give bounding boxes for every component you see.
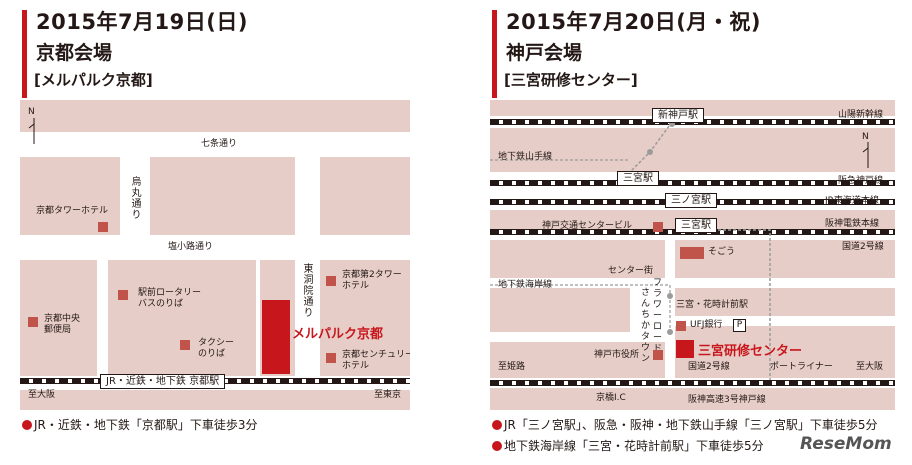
place-ufj: UFJ銀行 [690, 320, 723, 330]
kyoto-map: N 七条通り 烏丸通り 塩小路通り 東洞院通り 京都タワーホテル 駅前ロータリー… [20, 100, 410, 410]
line-route2-lower: 国道2号線 [688, 362, 730, 372]
place-marker-sogo [680, 247, 704, 259]
place-flower-road: フラワーロード [652, 278, 662, 354]
line-route2-upper: 国道2号線 [842, 242, 884, 252]
kyoto-access-note: JR・近鉄・地下鉄「京都駅」下車徒歩3分 [22, 416, 258, 433]
place-sanchika-town: さんちかタウン [640, 288, 650, 364]
line-sanyo-shinkansen: 山陽新幹線 [838, 110, 884, 120]
line-jr-tokaido: JR東海道本線 [825, 196, 879, 206]
place-marker [98, 222, 108, 232]
kyoto-accent-bar [22, 10, 27, 98]
kobe-block [490, 388, 895, 410]
direction-tokyo: 至東京 [374, 390, 402, 400]
bullet-icon [492, 441, 502, 451]
kobe-block [490, 342, 665, 378]
kobe-block [675, 326, 895, 378]
direction-himeji: 至姫路 [498, 362, 526, 372]
kyoto-north-label: N [28, 107, 35, 117]
kobe-venue-title: 神戸会場 [506, 42, 583, 64]
place-kyoto-central-post: 京都中央 郵便局 [44, 314, 81, 335]
kobe-access-note-2: 地下鉄海岸線「三宮・花時計前駅」下車徒歩5分 [492, 437, 764, 454]
parking-icon: P [733, 319, 746, 332]
subway-lines [490, 121, 771, 380]
line-hankyu-kobe: 阪急神戸線 [838, 176, 884, 186]
place-marker [118, 290, 128, 300]
kobe-map: N 新神戸駅 三宮駅 三ノ宮駅 三宮駅 山陽新幹線 地下鉄山手線 阪急神戸線 J… [490, 100, 895, 410]
place-taxi: タクシー のりば [198, 338, 235, 359]
kyoto-venue-title: 京都会場 [36, 42, 113, 64]
kobe-block [490, 128, 895, 172]
venue-marker-kobe [676, 340, 694, 358]
kyoto-block [150, 157, 295, 235]
kobe-block [675, 240, 895, 278]
line-subway-kaigan: 地下鉄海岸線 [498, 280, 553, 290]
station-sannomiya-jr: 三ノ宮駅 [665, 193, 717, 208]
street-karasuma: 烏丸通り [131, 177, 142, 221]
line-hanshin-expressway: 阪神高速3号神戸線 [688, 395, 766, 405]
rail-hankyu [490, 180, 895, 186]
place-sogo: そごう [708, 247, 736, 257]
street-shichijo: 七条通り [201, 139, 238, 149]
bullet-icon [22, 420, 32, 430]
place-center-gai: センター街 [608, 266, 654, 276]
place-marker [326, 353, 336, 363]
station-kyoto: JR・近鉄・地下鉄 京都駅 [100, 374, 226, 389]
line-portliner: ポートライナー [770, 362, 833, 372]
kobe-north-label: N [862, 132, 869, 142]
kobe-subvenue: [三宮研修センター] [504, 71, 638, 89]
street-higashinotoin: 東洞院通り [303, 264, 314, 319]
place-marker [28, 317, 38, 327]
direction-osaka: 至大阪 [28, 390, 56, 400]
place-hanadokei-station: 三宮・花時計前駅 [676, 300, 749, 310]
line-hanshin: 阪神電鉄本線 [825, 219, 880, 229]
place-kobe-kotsu-center: 神戸交通センタービル [542, 221, 633, 231]
rail-portliner [490, 380, 895, 386]
watermark-logo: ReseMom [800, 434, 892, 454]
venue-label-kyoto: メルパルク京都 [292, 327, 384, 342]
place-marker [180, 340, 190, 350]
place-ekimae-rotary: 駅前ロータリー バスのりば [138, 288, 202, 309]
place-kyobashi: 京橋I.C [596, 393, 626, 403]
kobe-date: 2015年7月20日(月・祝) [506, 10, 761, 34]
place-marker [653, 222, 663, 232]
kyoto-subvenue: [メルパルク京都] [34, 71, 153, 89]
kobe-access-note-1: JR「三ノ宮駅」、阪急・阪神・地下鉄山手線「三ノ宮駅」下車徒歩5分 [492, 416, 878, 433]
place-marker [676, 321, 686, 331]
kyoto-date: 2015年7月19日(日) [36, 10, 248, 34]
line-subway-yamate: 地下鉄山手線 [498, 152, 553, 162]
place-century-hotel: 京都センチュリー ホテル [342, 350, 410, 371]
station-sannomiya-hankyu: 三宮駅 [675, 218, 717, 233]
kyoto-block [20, 100, 410, 132]
place-daini-tower-hotel: 京都第2タワー ホテル [342, 270, 402, 291]
station-sannomiya-subway: 三宮駅 [617, 171, 659, 186]
place-kyoto-tower-hotel: 京都タワーホテル [36, 206, 109, 216]
kyoto-block [320, 157, 410, 235]
kobe-block [490, 288, 630, 332]
kobe-block [490, 240, 665, 278]
venue-label-kobe: 三宮研修センター [698, 344, 803, 359]
place-marker [653, 350, 663, 360]
kobe-accent-bar [492, 10, 497, 98]
direction-osaka-kobe: 至大阪 [856, 362, 884, 372]
station-shin-kobe: 新神戸駅 [652, 108, 704, 123]
north-arrow-icon [28, 118, 35, 144]
venue-marker-kyoto [262, 300, 290, 374]
place-city-hall: 神戸市役所 [594, 350, 640, 360]
street-shiokoji: 塩小路通り [168, 242, 214, 252]
kyoto-block [108, 260, 256, 376]
bullet-icon [492, 420, 502, 430]
kobe-block [675, 288, 895, 316]
place-marker [326, 276, 336, 286]
north-arrow-icon [862, 142, 869, 168]
kyoto-block [20, 390, 410, 410]
